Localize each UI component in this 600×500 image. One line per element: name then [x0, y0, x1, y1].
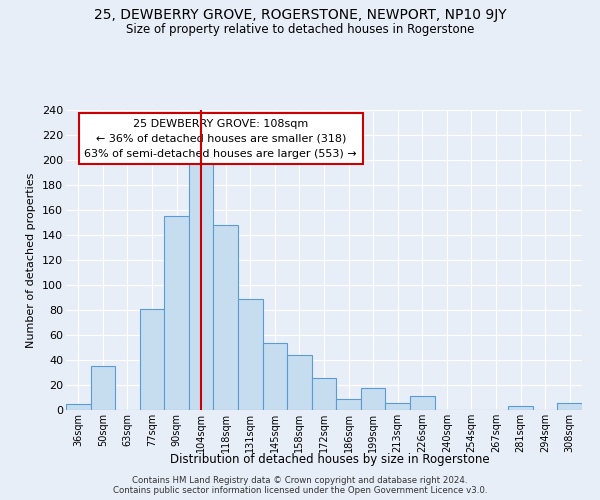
Bar	[238, 298, 263, 410]
Bar	[557, 402, 582, 410]
Y-axis label: Number of detached properties: Number of detached properties	[26, 172, 37, 348]
Bar	[214, 225, 238, 410]
Bar	[385, 402, 410, 410]
Bar	[91, 366, 115, 410]
Bar	[189, 156, 214, 410]
Bar	[263, 342, 287, 410]
Bar	[361, 388, 385, 410]
Bar	[164, 216, 189, 410]
Bar	[336, 399, 361, 410]
Bar	[287, 355, 312, 410]
Text: 25, DEWBERRY GROVE, ROGERSTONE, NEWPORT, NP10 9JY: 25, DEWBERRY GROVE, ROGERSTONE, NEWPORT,…	[94, 8, 506, 22]
Bar	[508, 406, 533, 410]
Text: Distribution of detached houses by size in Rogerstone: Distribution of detached houses by size …	[170, 452, 490, 466]
Bar	[312, 378, 336, 410]
Text: Size of property relative to detached houses in Rogerstone: Size of property relative to detached ho…	[126, 22, 474, 36]
Bar	[140, 308, 164, 410]
Bar	[66, 404, 91, 410]
Text: 25 DEWBERRY GROVE: 108sqm
← 36% of detached houses are smaller (318)
63% of semi: 25 DEWBERRY GROVE: 108sqm ← 36% of detac…	[85, 119, 357, 158]
Text: Contains HM Land Registry data © Crown copyright and database right 2024.: Contains HM Land Registry data © Crown c…	[132, 476, 468, 485]
Bar	[410, 396, 434, 410]
Text: Contains public sector information licensed under the Open Government Licence v3: Contains public sector information licen…	[113, 486, 487, 495]
